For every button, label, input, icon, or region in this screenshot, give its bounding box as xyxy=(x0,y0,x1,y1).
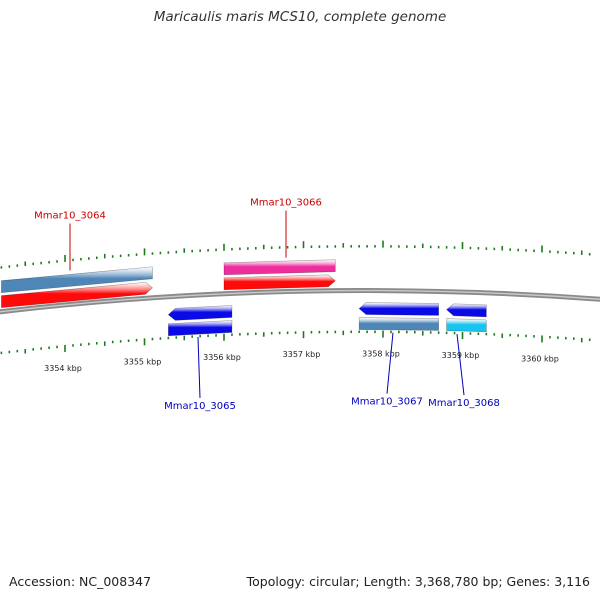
upper-tick-track xyxy=(0,240,591,269)
cds-feature[interactable] xyxy=(446,303,487,318)
accession-text: Accession: NC_008347 xyxy=(9,574,152,589)
cds-feature[interactable] xyxy=(358,302,439,316)
lower-tick-track xyxy=(0,330,591,355)
label-leader-line xyxy=(386,332,394,394)
cds-feature[interactable] xyxy=(167,305,233,321)
label-leader-line xyxy=(456,334,465,396)
tick-label: 3360 kbp xyxy=(521,354,559,363)
gene-feature[interactable] xyxy=(223,259,336,276)
label-leader-line xyxy=(197,336,201,398)
gene-feature[interactable] xyxy=(168,320,233,337)
gene-feature[interactable] xyxy=(446,318,487,333)
gene-label[interactable]: Mmar10_3068 xyxy=(428,398,500,409)
gene-label[interactable]: Mmar10_3064 xyxy=(34,210,106,221)
tick-label: 3358 kbp xyxy=(362,350,400,359)
gene-label[interactable]: Mmar10_3065 xyxy=(164,401,236,412)
gene-features xyxy=(1,259,487,337)
gene-labels: Mmar10_3064 Mmar10_3065 Mmar10_3066 Mmar10_… xyxy=(34,198,500,412)
tick-label: 3356 kbp xyxy=(203,353,241,362)
tick-label: 3355 kbp xyxy=(124,357,162,366)
gene-feature[interactable] xyxy=(1,266,153,293)
gene-label[interactable]: Mmar10_3066 xyxy=(250,198,322,209)
map-title: Maricaulis maris MCS10, complete genome xyxy=(153,9,447,25)
cds-feature[interactable] xyxy=(223,274,336,291)
genome-summary-text: Topology: circular; Length: 3,368,780 bp… xyxy=(246,574,590,589)
tick-label: 3354 kbp xyxy=(44,364,82,373)
gene-label[interactable]: Mmar10_3067 xyxy=(351,397,423,408)
genome-backbone-highlight xyxy=(0,289,600,313)
cds-feature[interactable] xyxy=(1,281,153,308)
tick-label: 3359 kbp xyxy=(442,351,480,360)
gene-feature[interactable] xyxy=(358,317,439,331)
tick-labels: 3354 kbp 3355 kbp 3356 kbp 3357 kbp 3358 kbp… xyxy=(44,350,559,373)
tick-label: 3357 kbp xyxy=(283,350,321,359)
